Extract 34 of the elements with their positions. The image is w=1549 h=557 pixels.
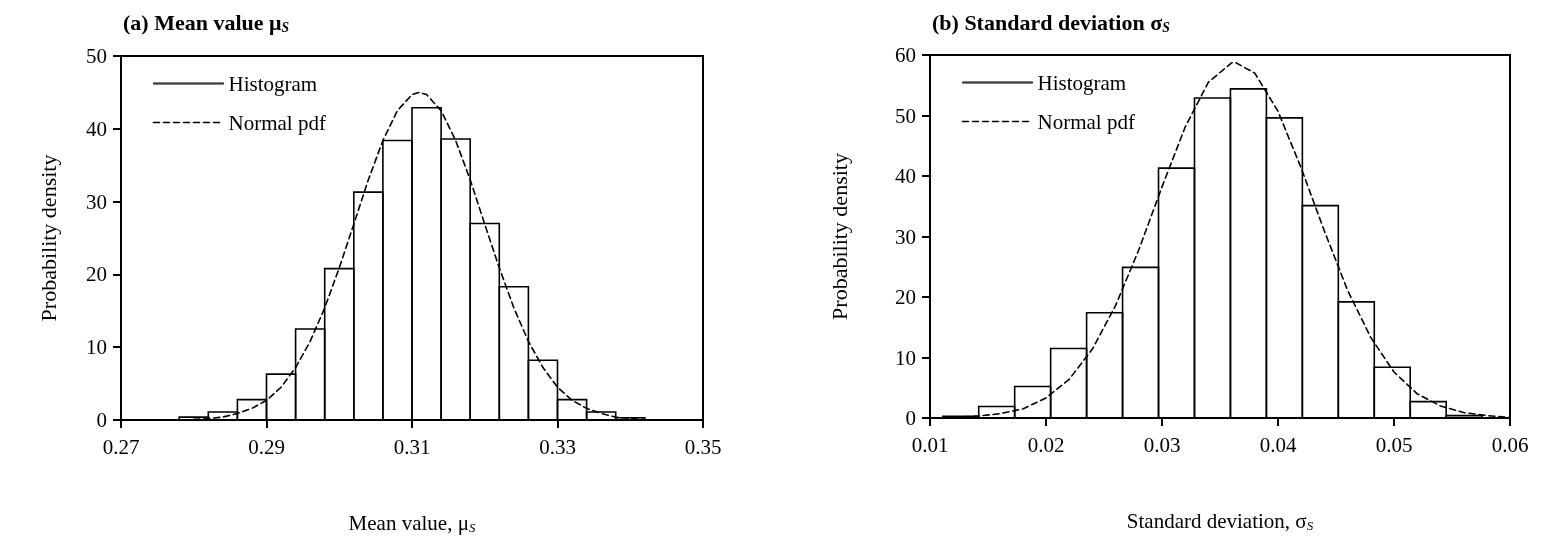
- x-tick-label: 0.01: [911, 432, 949, 457]
- y-tick-label: 60: [895, 43, 916, 67]
- x-tick-label: 0.04: [1259, 432, 1297, 457]
- y-tick-label: 30: [895, 224, 916, 249]
- legend-label: Histogram: [228, 71, 318, 96]
- x-tick-label: 0.29: [248, 434, 285, 459]
- x-tick-label: 0.05: [1375, 432, 1413, 457]
- y-tick-label: 50: [86, 44, 107, 68]
- y-tick-label: 10: [895, 345, 916, 370]
- y-tick-label: 50: [895, 103, 916, 128]
- chart-title: (b) Standard deviation σS: [932, 10, 1170, 36]
- x-axis-title: Standard deviation, σS: [1126, 509, 1314, 534]
- x-tick-label: 0.27: [102, 434, 140, 459]
- y-tick-label: 30: [86, 189, 107, 214]
- legend-label: Normal pdf: [1037, 109, 1135, 134]
- y-tick-label: 0: [905, 406, 916, 430]
- legend-label: Normal pdf: [228, 110, 326, 135]
- y-axis-title: Probability density: [35, 154, 61, 322]
- x-tick-label: 0.31: [393, 434, 431, 459]
- x-axis-title: Mean value, μS: [348, 511, 476, 536]
- y-axis-title: Probability density: [826, 153, 852, 320]
- legend-label: Histogram: [1037, 70, 1127, 95]
- x-tick-label: 0.06: [1491, 432, 1529, 457]
- x-tick-label: 0.35: [684, 434, 722, 459]
- x-tick-label: 0.33: [539, 434, 576, 459]
- y-tick-label: 40: [86, 116, 107, 141]
- chart-title: (a) Mean value μS: [123, 10, 290, 36]
- y-tick-label: 0: [96, 408, 107, 432]
- y-tick-label: 40: [895, 164, 916, 188]
- y-tick-label: 20: [86, 262, 107, 287]
- x-tick-label: 0.02: [1027, 432, 1065, 457]
- y-tick-label: 20: [895, 285, 916, 309]
- y-tick-label: 10: [86, 335, 107, 360]
- x-tick-label: 0.03: [1143, 432, 1181, 457]
